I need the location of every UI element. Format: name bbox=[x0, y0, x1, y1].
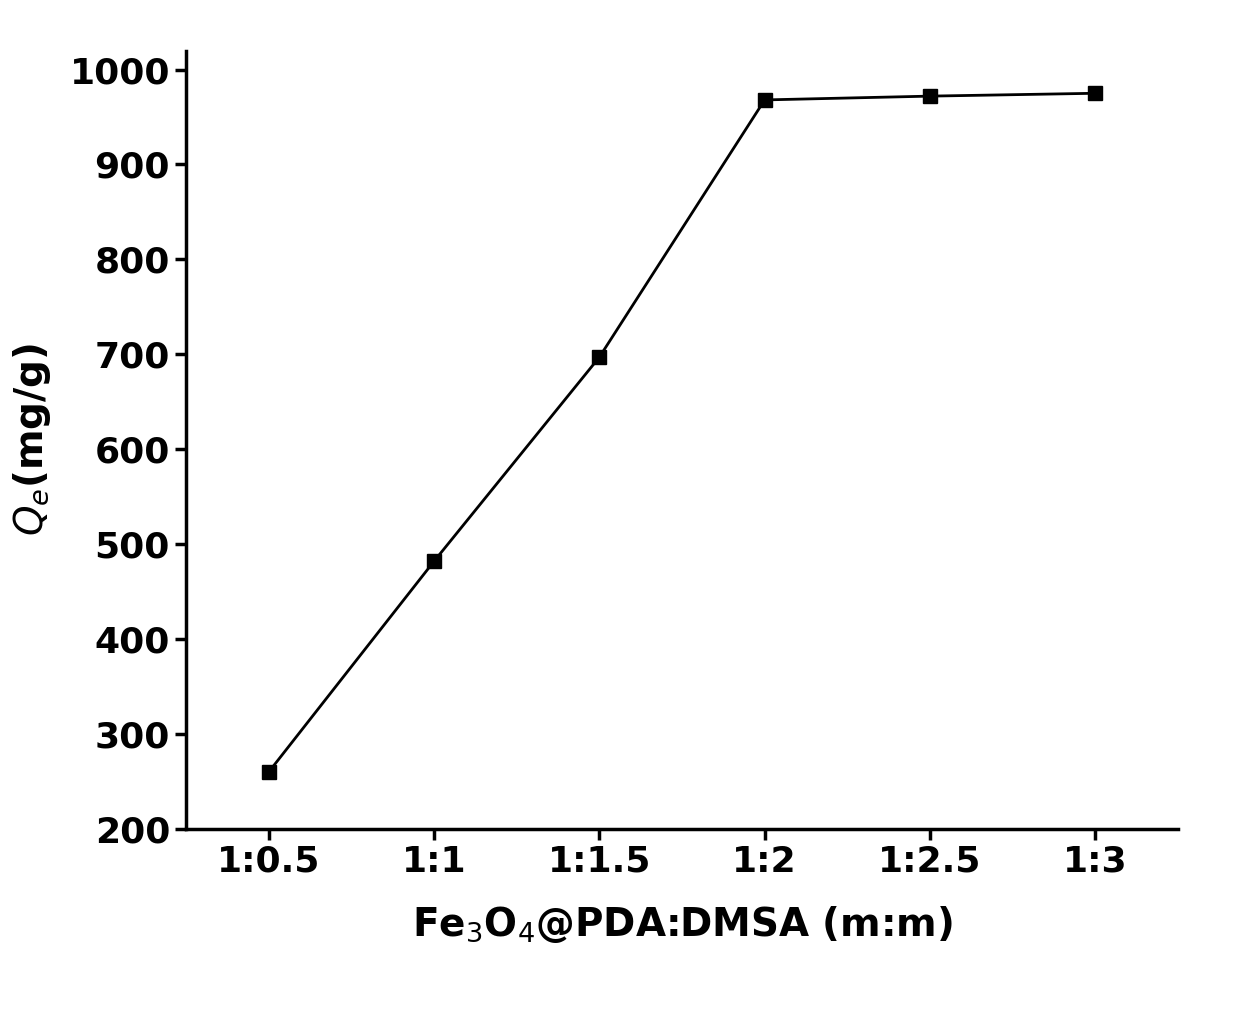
X-axis label: Fe$_3$O$_4$@PDA:DMSA (m:m): Fe$_3$O$_4$@PDA:DMSA (m:m) bbox=[412, 904, 952, 945]
Y-axis label: $Q_e$(mg/g): $Q_e$(mg/g) bbox=[11, 344, 53, 536]
